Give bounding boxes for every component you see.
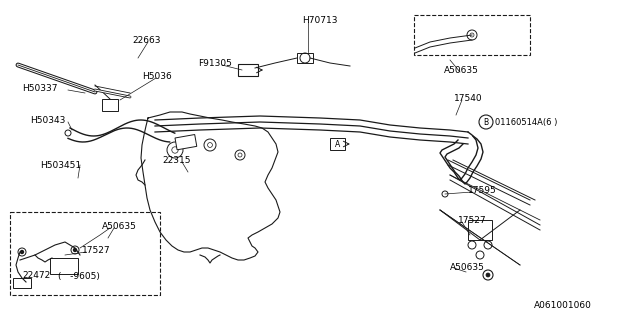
Text: A50635: A50635 — [444, 66, 479, 75]
Text: 01160514A(6 ): 01160514A(6 ) — [495, 117, 557, 126]
Bar — [10, 212, 160, 295]
Text: (   -9605): ( -9605) — [58, 271, 100, 281]
Circle shape — [74, 249, 77, 252]
Text: 22663: 22663 — [132, 36, 161, 44]
Bar — [175, 134, 196, 150]
Text: H5036: H5036 — [142, 71, 172, 81]
Circle shape — [486, 273, 490, 277]
Text: A50635: A50635 — [450, 263, 485, 273]
Text: H50337: H50337 — [22, 84, 58, 92]
Text: H70713: H70713 — [302, 15, 337, 25]
Text: 17527: 17527 — [82, 245, 111, 254]
Text: 17540: 17540 — [454, 93, 483, 102]
Text: 22315: 22315 — [162, 156, 191, 164]
Text: 17527: 17527 — [458, 215, 486, 225]
Text: H503451: H503451 — [40, 161, 81, 170]
Bar — [297, 53, 313, 63]
Bar — [468, 220, 492, 240]
Bar — [13, 278, 31, 288]
Bar — [330, 138, 345, 150]
Text: H50343: H50343 — [30, 116, 65, 124]
Text: F91305: F91305 — [198, 59, 232, 68]
Text: 22472: 22472 — [22, 271, 51, 281]
Bar — [414, 15, 530, 55]
Text: B: B — [483, 117, 488, 126]
Text: A50635: A50635 — [102, 221, 137, 230]
Bar — [50, 258, 78, 274]
Circle shape — [20, 251, 24, 253]
Text: A061001060: A061001060 — [534, 301, 592, 310]
Bar — [102, 99, 118, 111]
Text: A: A — [335, 140, 340, 148]
Text: 17595: 17595 — [468, 186, 497, 195]
Bar — [238, 64, 258, 76]
